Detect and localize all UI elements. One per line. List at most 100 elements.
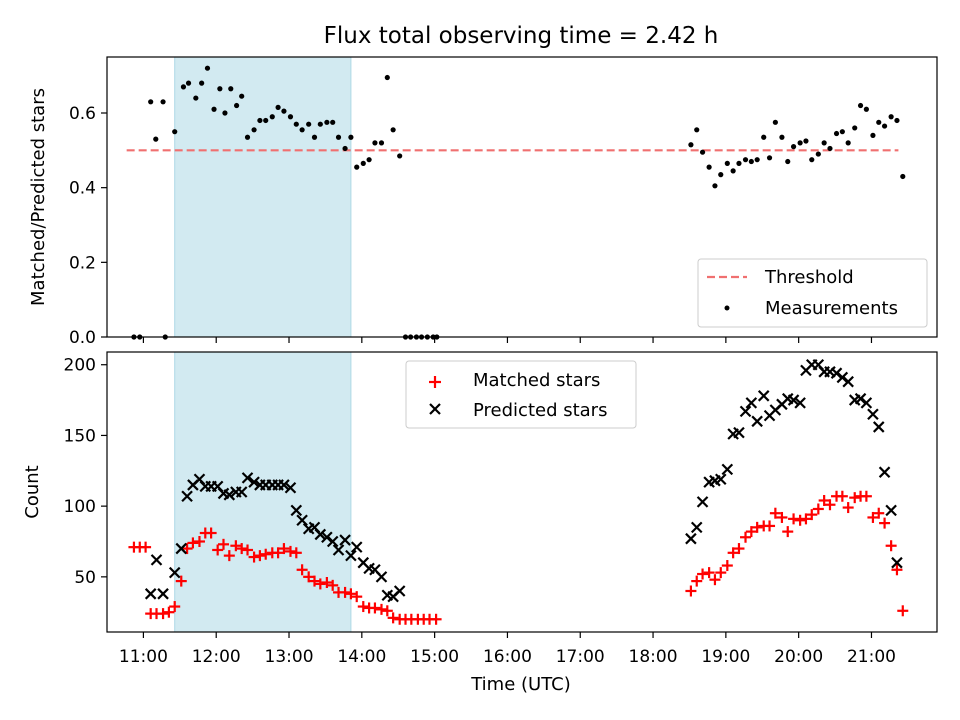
legend-measurements-swatch bbox=[724, 305, 730, 311]
matched-stars-point bbox=[782, 526, 794, 538]
measurement-point bbox=[348, 134, 354, 140]
matched-stars-point bbox=[217, 538, 229, 550]
matched-stars-point bbox=[278, 543, 290, 555]
predicted-stars-point bbox=[891, 556, 903, 569]
measurement-point bbox=[287, 114, 294, 120]
matched-stars-point bbox=[745, 526, 757, 538]
measurement-point bbox=[863, 106, 869, 112]
predicted-stars-point bbox=[326, 535, 339, 548]
predicted-stars-point bbox=[168, 566, 181, 579]
top-legend: Threshold Measurements bbox=[697, 258, 928, 328]
matched-stars-point bbox=[715, 567, 727, 579]
predicted-stars-point bbox=[284, 481, 297, 494]
predicted-stars-point bbox=[144, 588, 157, 600]
measurement-point bbox=[724, 160, 730, 166]
measurement-point bbox=[706, 164, 712, 170]
bottom-ytick-label: 100 bbox=[64, 497, 96, 517]
matched-stars-point bbox=[248, 551, 260, 563]
predicted-stars-point bbox=[339, 534, 351, 546]
matched-stars-point bbox=[891, 564, 903, 576]
measurement-point bbox=[306, 121, 312, 127]
predicted-stars-point bbox=[733, 426, 745, 439]
bottom-xtick-label: 13:00 bbox=[265, 647, 314, 667]
matched-stars-point bbox=[181, 543, 193, 555]
matched-stars-point bbox=[387, 612, 399, 624]
matched-stars-point bbox=[873, 507, 885, 519]
bottom-xtick-label: 18:00 bbox=[629, 647, 678, 667]
chart-title: Flux total observing time = 2.42 h bbox=[324, 23, 719, 49]
predicted-stars-point bbox=[345, 549, 357, 562]
predicted-stars-point bbox=[223, 489, 236, 501]
matched-stars-point bbox=[163, 606, 175, 618]
matched-stars-point bbox=[836, 490, 848, 502]
matched-stars-point bbox=[314, 578, 326, 590]
predicted-stars-point bbox=[787, 394, 800, 406]
matched-stars-point bbox=[788, 513, 800, 525]
predicted-stars-point bbox=[181, 490, 193, 503]
legend-threshold-label: Threshold bbox=[764, 267, 854, 288]
measurement-point bbox=[876, 119, 882, 125]
matched-stars-point bbox=[812, 503, 824, 515]
measurement-point bbox=[900, 173, 906, 180]
matched-stars-point bbox=[879, 517, 891, 529]
matched-stars-point bbox=[685, 585, 697, 597]
matched-stars-point bbox=[212, 544, 224, 556]
measurement-point bbox=[857, 102, 864, 109]
measurement-point bbox=[172, 129, 178, 135]
predicted-stars-point bbox=[332, 544, 345, 556]
measurement-point bbox=[366, 157, 372, 163]
predicted-stars-point bbox=[241, 472, 254, 484]
predicted-stars-point bbox=[696, 496, 709, 508]
measurement-point bbox=[275, 104, 281, 110]
bottom-xtick-label: 17:00 bbox=[556, 647, 605, 667]
measurement-point bbox=[211, 106, 217, 112]
measurement-point bbox=[293, 121, 299, 127]
matched-stars-point bbox=[236, 543, 248, 555]
measurement-point bbox=[324, 119, 330, 125]
predicted-stars-point bbox=[714, 473, 727, 486]
measurement-point bbox=[803, 138, 809, 144]
predicted-stars-point bbox=[721, 463, 734, 476]
bottom-ytick-label: 150 bbox=[64, 426, 96, 446]
measurement-point bbox=[772, 119, 778, 125]
measurement-point bbox=[342, 145, 348, 152]
predicted-stars-point bbox=[350, 541, 363, 553]
matched-stars-point bbox=[296, 564, 308, 576]
matched-stars-point bbox=[327, 579, 339, 591]
measurement-point bbox=[354, 164, 360, 170]
legend-measurements-label: Measurements bbox=[765, 298, 898, 319]
matched-stars-point bbox=[430, 613, 442, 625]
top-shaded-span bbox=[174, 56, 352, 338]
top-ytick-label: 0.2 bbox=[69, 253, 96, 273]
predicted-stars-point bbox=[860, 397, 873, 409]
matched-stars-point bbox=[321, 577, 333, 589]
bottom-ytick-label: 200 bbox=[64, 356, 96, 376]
matched-stars-point bbox=[897, 605, 909, 617]
matched-stars-point bbox=[260, 548, 272, 560]
measurement-point bbox=[766, 155, 773, 161]
predicted-stars-point bbox=[794, 397, 806, 409]
bottom-xlabel: Time (UTC) bbox=[470, 674, 571, 695]
matched-stars-point bbox=[205, 527, 217, 539]
matched-stars-point bbox=[691, 575, 703, 587]
count-panel: 50 100 150 200 11:00 12:00 13:00 14:00 15:00 16:0… bbox=[22, 351, 938, 695]
measurement-point bbox=[372, 140, 378, 146]
ratio-panel: 0.0 0.2 0.4 0.6 Matched/Predicted stars Thr… bbox=[28, 56, 938, 348]
predicted-stars-point bbox=[314, 528, 327, 541]
matched-stars-point bbox=[703, 567, 715, 579]
matched-stars-point bbox=[369, 602, 381, 614]
matched-stars-point bbox=[721, 560, 733, 572]
predicted-stars-point bbox=[739, 405, 752, 418]
matched-stars-point bbox=[806, 509, 818, 521]
matched-stars-point bbox=[230, 540, 242, 552]
measurement-point bbox=[821, 140, 827, 146]
matched-stars-point bbox=[309, 575, 320, 587]
measurement-point bbox=[244, 134, 251, 140]
measurement-point bbox=[281, 108, 287, 114]
legend-matched-swatch bbox=[429, 376, 441, 388]
top-ylabel: Matched/Predicted stars bbox=[28, 88, 49, 306]
measurement-point bbox=[870, 132, 876, 138]
measurement-point bbox=[839, 129, 845, 135]
matched-stars-point bbox=[193, 535, 205, 547]
bottom-xtick-label: 15:00 bbox=[410, 647, 459, 667]
